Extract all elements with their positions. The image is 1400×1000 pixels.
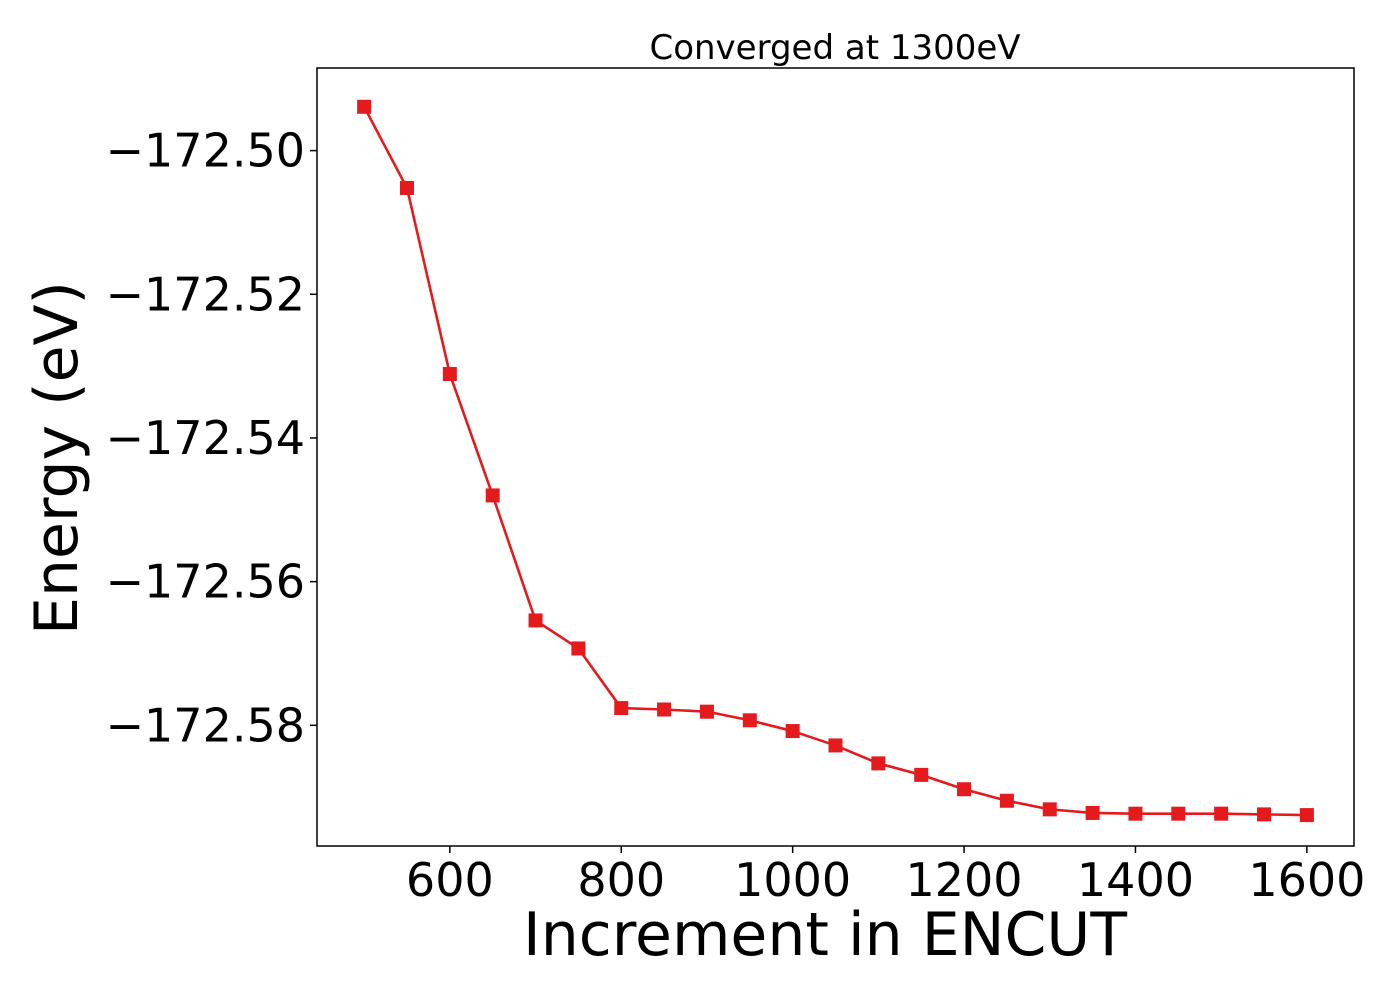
x-tick-label: 1200 — [906, 853, 1023, 907]
x-tick-label: 1400 — [1077, 853, 1194, 907]
plot-area — [357, 99, 1314, 823]
data-point — [1128, 806, 1143, 821]
plot-frame — [316, 67, 1355, 847]
data-point — [1042, 802, 1057, 817]
x-tick-label: 800 — [577, 853, 665, 907]
data-point — [1214, 806, 1229, 821]
data-point — [914, 767, 929, 782]
y-axis: −172.50 −172.52 −172.54 −172.56 −172.58 — [106, 124, 317, 752]
y-axis-title: Energy (eV) — [22, 281, 92, 635]
data-point — [1257, 807, 1272, 822]
x-tick-label: 600 — [406, 853, 494, 907]
data-point — [357, 99, 372, 114]
data-point — [957, 782, 972, 797]
data-point — [571, 641, 586, 656]
y-tick-label: −172.50 — [106, 124, 306, 178]
y-tick-label: −172.56 — [106, 555, 306, 609]
x-tick-label: 1000 — [734, 853, 851, 907]
data-point — [871, 756, 886, 771]
y-tick-label: −172.52 — [106, 267, 306, 321]
data-point — [828, 738, 843, 753]
x-axis-title: Increment in ENCUT — [523, 900, 1127, 970]
data-point — [657, 702, 672, 717]
data-point — [399, 180, 414, 195]
y-tick-label: −172.58 — [106, 698, 306, 752]
data-point — [528, 613, 543, 628]
x-axis: 600 800 1000 1200 1400 1600 — [406, 846, 1365, 907]
data-point — [485, 488, 500, 503]
data-point — [999, 793, 1014, 808]
chart-title: Converged at 1300eV — [649, 28, 1020, 68]
data-point — [1299, 808, 1314, 823]
data-point — [1171, 806, 1186, 821]
y-tick-label: −172.54 — [106, 411, 306, 465]
data-point — [442, 367, 457, 382]
data-point — [742, 713, 757, 728]
x-tick-label: 1600 — [1248, 853, 1365, 907]
data-point — [785, 724, 800, 739]
data-point — [1085, 805, 1100, 820]
data-point — [614, 701, 629, 716]
data-point — [699, 704, 714, 719]
